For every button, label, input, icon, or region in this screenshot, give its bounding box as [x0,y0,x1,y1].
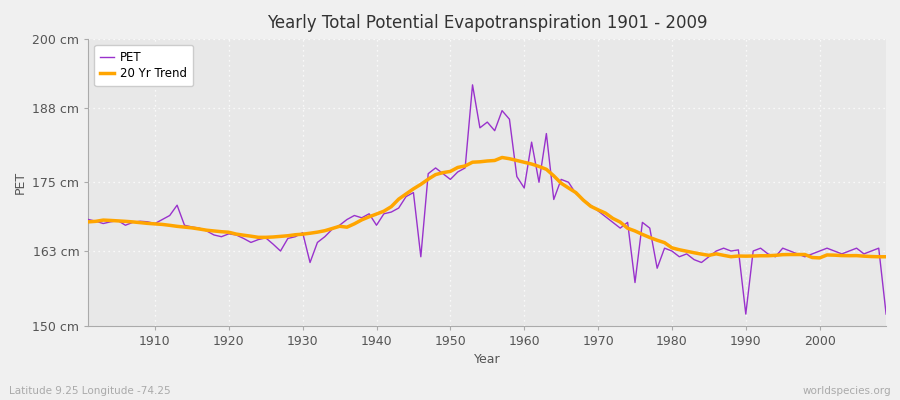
20 Yr Trend [142,221,153,226]
Y-axis label: PET: PET [14,171,27,194]
20 Yr Trend [304,231,315,236]
PET [881,312,892,316]
PET [304,260,315,265]
PET [741,312,751,316]
20 Yr Trend [814,256,825,260]
Legend: PET, 20 Yr Trend: PET, 20 Yr Trend [94,45,194,86]
PET [615,226,626,230]
PET [467,82,478,87]
20 Yr Trend [349,222,360,226]
Line: PET: PET [88,85,886,314]
X-axis label: Year: Year [474,353,500,366]
20 Yr Trend [497,155,508,160]
PET [349,213,360,218]
PET [526,140,537,144]
Title: Yearly Total Potential Evapotranspiration 1901 - 2009: Yearly Total Potential Evapotranspiratio… [267,14,707,32]
PET [83,217,94,222]
20 Yr Trend [518,160,529,165]
20 Yr Trend [881,254,892,259]
Line: 20 Yr Trend: 20 Yr Trend [88,158,886,258]
Text: worldspecies.org: worldspecies.org [803,386,891,396]
20 Yr Trend [615,220,626,224]
PET [518,186,529,190]
Text: Latitude 9.25 Longitude -74.25: Latitude 9.25 Longitude -74.25 [9,386,171,396]
PET [142,220,153,224]
20 Yr Trend [526,162,537,166]
20 Yr Trend [83,220,94,224]
